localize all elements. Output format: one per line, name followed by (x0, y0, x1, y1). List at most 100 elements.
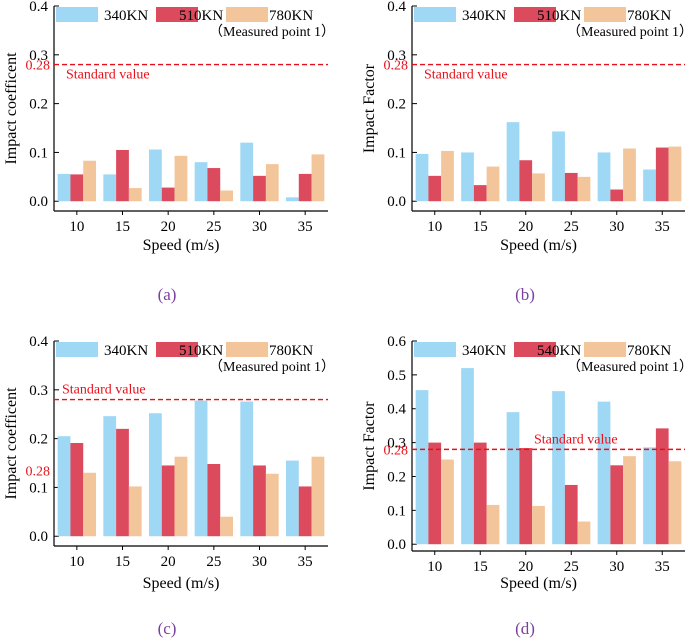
panel-label: (c) (158, 619, 177, 638)
legend-swatch-340KN (414, 342, 456, 357)
x-tick-label: 15 (473, 559, 488, 575)
bar-780KN-30 (265, 164, 279, 202)
x-tick-label: 15 (115, 219, 130, 235)
x-tick-label: 20 (161, 554, 176, 570)
legend-swatch-510KN (156, 7, 198, 22)
bar-510KN-25 (207, 464, 221, 537)
bar-340KN-35 (285, 197, 299, 202)
bar-540KN-10 (428, 442, 442, 545)
bar-780KN-25 (220, 190, 234, 202)
bar-340KN-25 (194, 162, 208, 202)
standard-value-label: Standard value (424, 68, 508, 83)
legend-swatch-780KN (226, 342, 268, 357)
bar-510KN-10 (70, 174, 84, 202)
y-axis-title: Impact Factor (361, 63, 378, 153)
x-tick-label: 30 (609, 219, 624, 235)
bar-780KN-25 (220, 516, 234, 537)
x-tick-label: 30 (609, 559, 624, 575)
bar-340KN-30 (597, 152, 611, 202)
legend-label-510KN: 510KN (179, 8, 223, 24)
x-tick-label: 10 (69, 219, 84, 235)
bar-340KN-35 (285, 460, 299, 537)
chart-panel-d: 0.0 0.1 0.2 0.3 0.4 0.5 0.6 10 15 20 25 30 35 0.28 Sta… (361, 334, 685, 638)
bar-510KN-15 (473, 185, 487, 202)
x-tick-label: 20 (518, 559, 533, 575)
y-tick-label: 0.0 (387, 537, 406, 553)
bar-510KN-15 (116, 428, 129, 537)
legend-label-510KN: 510KN (537, 8, 581, 24)
standard-value-label: Standard value (534, 432, 618, 447)
legend-label-510KN: 510KN (179, 343, 223, 359)
legend-swatch-540KN (514, 342, 556, 357)
y-tick-label: 0.5 (387, 368, 406, 384)
bar-780KN-35 (311, 456, 325, 537)
measured-point-note: （Measured point 1） (567, 359, 685, 375)
bar-510KN-30 (253, 175, 266, 202)
y-tick-label: 0.6 (387, 334, 406, 350)
y-tick-label: 0.4 (387, 0, 406, 15)
legend-label-340KN: 340KN (104, 343, 148, 359)
bar-780KN-15 (486, 166, 500, 202)
bar-780KN-35 (311, 154, 325, 202)
x-tick-label: 15 (115, 554, 130, 570)
legend-label-340KN: 340KN (104, 8, 148, 24)
bar-510KN-10 (428, 175, 442, 202)
standard-value-tick: 0.28 (384, 443, 409, 458)
x-axis-title: Speed (m/s) (143, 237, 220, 254)
panel-label: (a) (158, 285, 177, 304)
bar-340KN-35 (643, 169, 656, 202)
x-tick-label: 35 (298, 554, 313, 570)
y-tick-label: 0.2 (387, 469, 406, 485)
x-tick-label: 10 (427, 219, 442, 235)
bar-340KN-10 (57, 173, 71, 202)
measured-point-note: （Measured point 1） (209, 24, 335, 40)
legend-label-780KN: 780KN (627, 343, 671, 359)
bar-340KN-10 (415, 390, 429, 545)
bar-510KN-20 (161, 187, 175, 202)
x-axis-title: Speed (m/s) (500, 575, 577, 592)
bar-780KN-10 (441, 150, 454, 202)
bar-780KN-20 (174, 456, 188, 537)
bar-540KN-25 (564, 484, 578, 545)
y-axis-title: Impact coefficent (3, 387, 20, 500)
bar-510KN-25 (564, 172, 578, 202)
bar-780KN-25 (577, 176, 591, 202)
legend-swatch-780KN (584, 342, 626, 357)
bar-340KN-30 (240, 401, 254, 537)
legend-label-780KN: 780KN (269, 343, 313, 359)
x-tick-label: 10 (427, 559, 442, 575)
y-tick-label: 0.1 (387, 503, 406, 519)
panel-label: (d) (515, 619, 535, 638)
bar-510KN-10 (70, 443, 84, 537)
legend-swatch-780KN (226, 7, 268, 22)
y-tick-label: 0.1 (29, 145, 48, 161)
y-tick-label: 0.4 (387, 402, 406, 418)
x-tick-label: 35 (298, 219, 313, 235)
x-tick-label: 30 (252, 554, 267, 570)
legend-swatch-340KN (56, 342, 98, 357)
bar-510KN-35 (298, 486, 312, 537)
bar-780KN-15 (128, 486, 142, 537)
bar-780KN-30 (623, 456, 636, 545)
x-tick-label: 35 (655, 559, 670, 575)
chart-panel-c: 0.0 0.1 0.2 0.3 0.4 10 15 20 25 30 35 0.28 Standard … (3, 334, 335, 638)
bar-510KN-25 (207, 168, 221, 202)
y-tick-label: 0.1 (29, 480, 48, 496)
standard-value-label: Standard value (62, 383, 146, 398)
bar-510KN-35 (298, 173, 312, 202)
bar-780KN-30 (265, 473, 279, 537)
legend-swatch-780KN (584, 7, 626, 22)
y-axis-title: Impact Factor (361, 401, 378, 491)
y-tick-label: 0.3 (29, 48, 48, 64)
bar-340KN-20 (506, 122, 520, 202)
y-axis-title: Impact coefficent (3, 52, 20, 165)
bar-780KN-10 (441, 459, 454, 545)
y-tick-label: 0.0 (387, 194, 406, 210)
x-tick-label: 10 (69, 554, 84, 570)
legend-label-780KN: 780KN (269, 8, 313, 24)
y-tick-label: 0.3 (387, 48, 406, 64)
x-tick-label: 20 (161, 219, 176, 235)
bar-340KN-35 (643, 447, 656, 545)
legend-swatch-340KN (56, 7, 98, 22)
bar-340KN-20 (148, 149, 162, 202)
